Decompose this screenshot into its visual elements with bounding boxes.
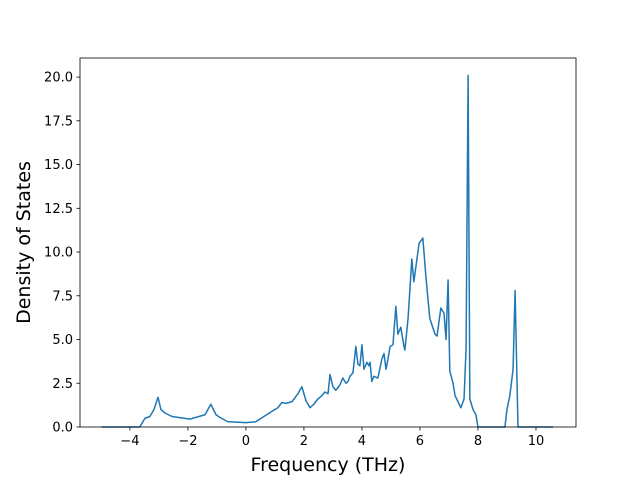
x-tick-label: 4 [358,434,366,449]
y-tick-label: 10.0 [44,246,73,261]
x-axis-label: Frequency (THz) [251,454,406,476]
x-tick-label: 0 [242,434,250,449]
y-tick-label: 15.0 [44,158,73,173]
x-tick-label: 8 [474,434,482,449]
x-tick-label: 6 [416,434,424,449]
y-axis-label: Density of States [13,161,35,324]
y-tick-label: 7.5 [52,289,73,304]
x-tick-label: −4 [120,434,139,449]
x-tick-label: 10 [528,434,545,449]
y-tick-label: 12.5 [44,202,73,217]
line-series [101,74,554,428]
x-tick-label: −2 [178,434,197,449]
y-tick-label: 5.0 [52,333,73,348]
y-tick-label: 2.5 [52,377,73,392]
y-tick-label: 0.0 [52,421,73,436]
plot-frame [79,57,577,428]
y-tick-label: 17.5 [44,114,73,129]
y-tick-label: 20.0 [44,71,73,86]
x-tick-label: 2 [300,434,308,449]
